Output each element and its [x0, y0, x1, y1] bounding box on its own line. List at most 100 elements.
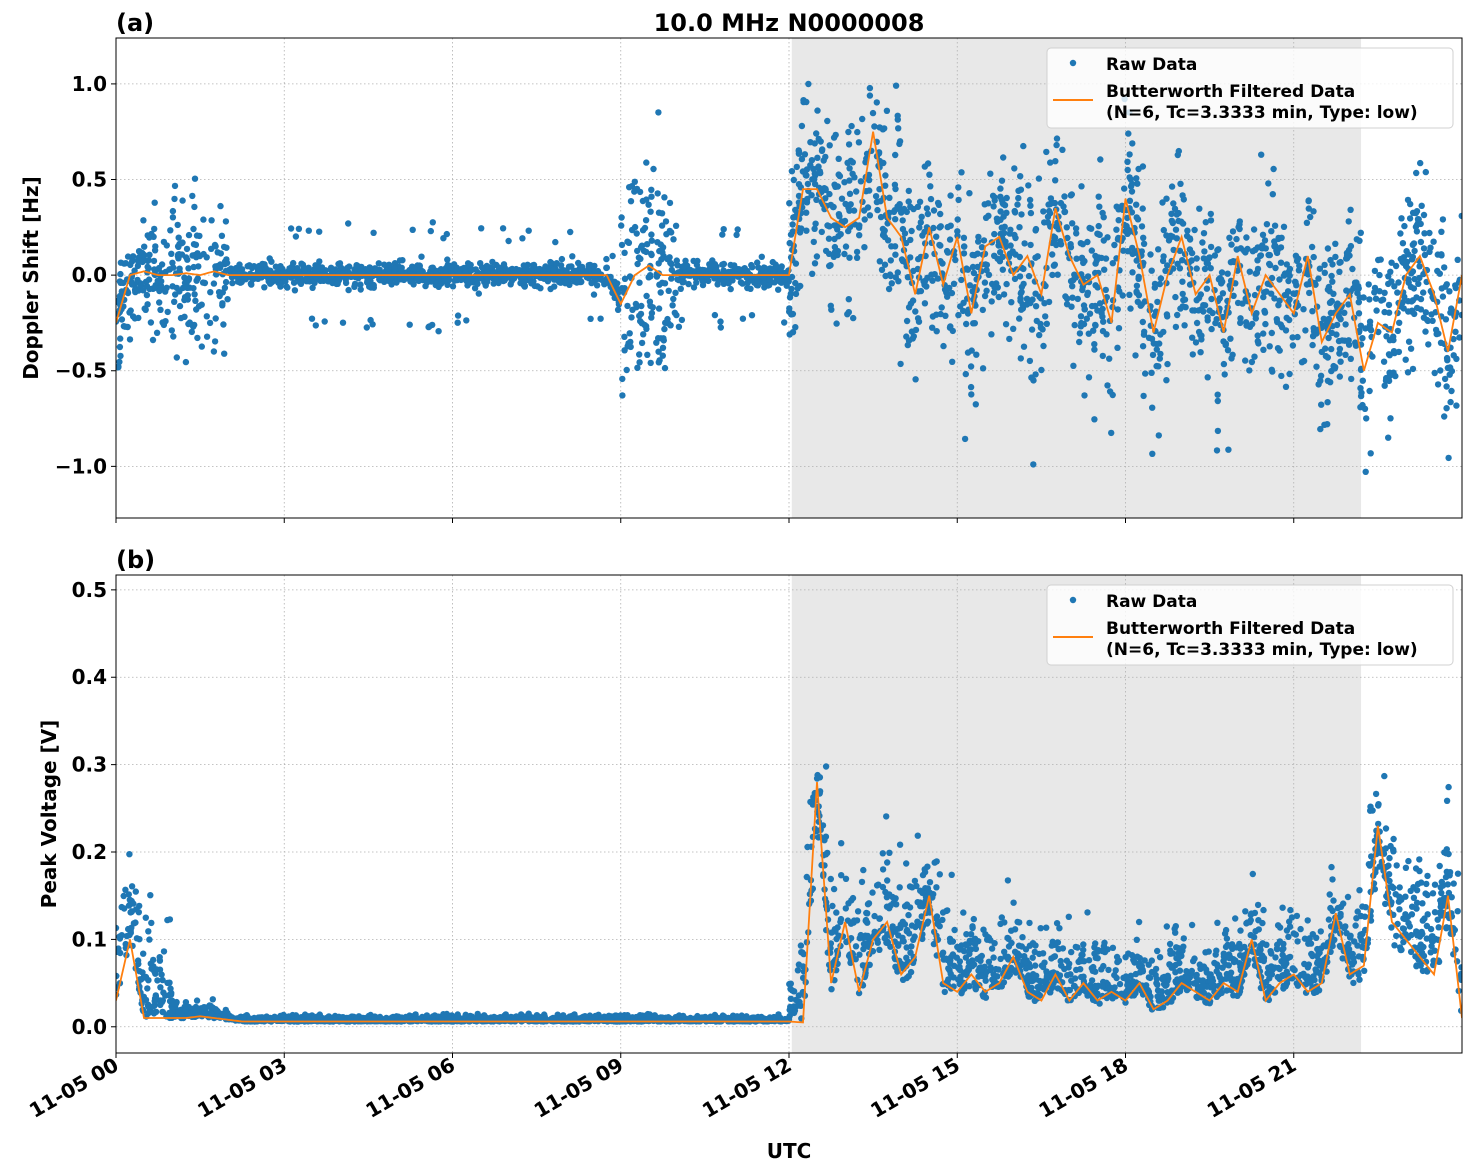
raw-point	[194, 251, 200, 257]
raw-point	[1241, 248, 1247, 254]
raw-point	[191, 264, 197, 270]
raw-point	[1346, 337, 1352, 343]
raw-point	[807, 139, 813, 145]
raw-point	[1089, 247, 1095, 253]
raw-point	[1173, 324, 1179, 330]
raw-point	[836, 171, 842, 177]
raw-point	[1016, 315, 1022, 321]
raw-point	[896, 141, 902, 147]
raw-point	[1430, 239, 1436, 245]
raw-point	[1121, 185, 1127, 191]
raw-point	[1172, 294, 1178, 300]
raw-point	[1235, 300, 1241, 306]
raw-point	[1252, 247, 1258, 253]
raw-point	[1386, 878, 1392, 884]
raw-point	[892, 252, 898, 258]
raw-point	[1437, 271, 1443, 277]
raw-point	[619, 376, 625, 382]
raw-point	[1126, 292, 1132, 298]
raw-point	[634, 230, 640, 236]
raw-point	[591, 291, 597, 297]
raw-point	[629, 307, 635, 313]
raw-point	[691, 284, 697, 290]
raw-point	[175, 222, 181, 228]
raw-point	[1069, 220, 1075, 226]
raw-point	[649, 310, 655, 316]
raw-point	[1045, 214, 1051, 220]
raw-point	[717, 318, 723, 324]
raw-point	[1012, 209, 1018, 215]
raw-point	[1329, 261, 1335, 267]
raw-point	[172, 183, 178, 189]
raw-point	[1214, 447, 1220, 453]
raw-point	[850, 315, 856, 321]
raw-point	[340, 320, 346, 326]
raw-point	[972, 320, 978, 326]
raw-point	[1202, 266, 1208, 272]
raw-point	[1004, 195, 1010, 201]
raw-point	[1014, 201, 1020, 207]
raw-point	[1157, 351, 1163, 357]
raw-point	[837, 919, 843, 925]
raw-point	[1006, 336, 1012, 342]
raw-point	[1406, 280, 1412, 286]
raw-point	[1002, 202, 1008, 208]
raw-point	[256, 268, 262, 274]
raw-point	[1081, 302, 1087, 308]
raw-point	[519, 235, 525, 241]
raw-point	[1398, 256, 1404, 262]
raw-point	[208, 217, 214, 223]
raw-point	[1237, 218, 1243, 224]
raw-point	[1073, 225, 1079, 231]
raw-point	[1430, 890, 1436, 896]
raw-point	[862, 216, 868, 222]
raw-point	[854, 129, 860, 135]
y-tick-label: −1.0	[55, 454, 107, 478]
raw-point	[1376, 288, 1382, 294]
raw-point	[1132, 352, 1138, 358]
raw-point	[1114, 345, 1120, 351]
raw-point	[1341, 310, 1347, 316]
raw-point	[1140, 343, 1146, 349]
raw-point	[922, 163, 928, 169]
raw-point	[1385, 435, 1391, 441]
raw-point	[658, 241, 664, 247]
raw-point	[621, 250, 627, 256]
raw-point	[463, 317, 469, 323]
raw-point	[1058, 241, 1064, 247]
raw-point	[1332, 254, 1338, 260]
raw-point	[1301, 358, 1307, 364]
raw-point	[1140, 319, 1146, 325]
raw-point	[843, 243, 849, 249]
raw-point	[963, 321, 969, 327]
raw-point	[980, 307, 986, 313]
raw-point	[411, 265, 417, 271]
raw-point	[117, 353, 123, 359]
raw-point	[1134, 283, 1140, 289]
raw-point	[1329, 876, 1335, 882]
raw-point	[1161, 227, 1167, 233]
raw-point	[1256, 926, 1262, 932]
raw-point	[127, 262, 133, 268]
raw-point	[151, 266, 157, 272]
raw-point	[1223, 342, 1229, 348]
raw-point	[1200, 302, 1206, 308]
raw-point	[861, 244, 867, 250]
raw-point	[1174, 312, 1180, 318]
raw-point	[1349, 266, 1355, 272]
raw-point	[1099, 210, 1105, 216]
raw-point	[221, 351, 227, 357]
raw-point	[1052, 262, 1058, 268]
raw-point	[880, 884, 886, 890]
raw-point	[1262, 321, 1268, 327]
raw-point	[1445, 455, 1451, 461]
raw-point	[1230, 228, 1236, 234]
raw-point	[874, 207, 880, 213]
raw-point	[122, 324, 128, 330]
raw-point	[1263, 288, 1269, 294]
raw-point	[643, 196, 649, 202]
raw-point	[1237, 927, 1243, 933]
raw-point	[1088, 226, 1094, 232]
raw-point	[827, 142, 833, 148]
raw-point	[1325, 378, 1331, 384]
